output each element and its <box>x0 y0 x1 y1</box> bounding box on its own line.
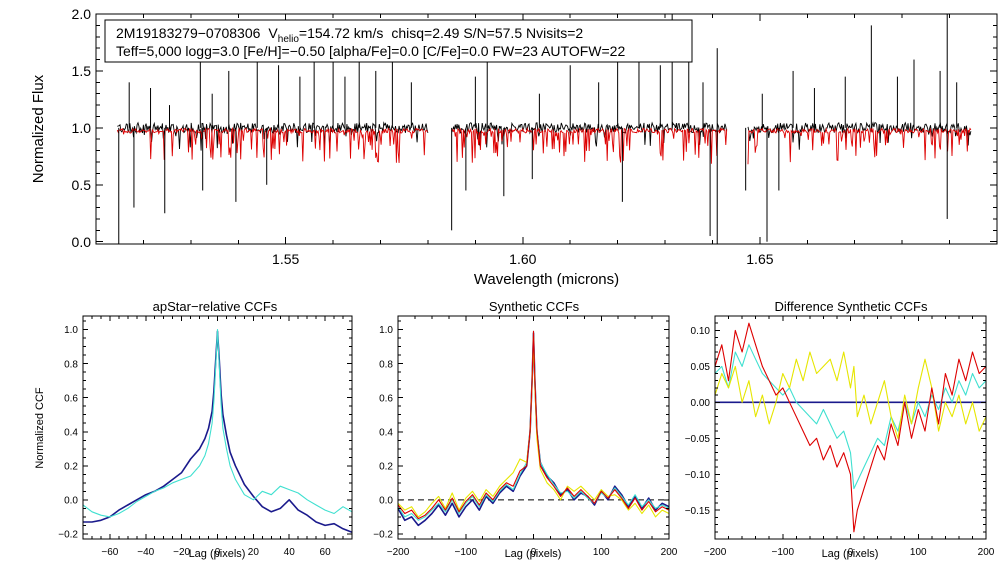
spectrum-ticks: 1.55 1.60 1.65 0.0 0.5 1.0 1.5 2.0 <box>72 6 998 267</box>
apstar-ccf-series <box>82 329 353 533</box>
spectrum-series <box>116 14 972 244</box>
apstar-ccf-title: apStar−relative CCFs <box>153 299 278 314</box>
y-tick-label: 0.0 <box>72 234 92 250</box>
synthetic-ccf-x-label: Lag (pixels) <box>505 548 562 560</box>
model-spectrum-segment <box>747 127 972 165</box>
y-tick-label: 0.8 <box>64 359 78 370</box>
info-box: 2M19183279−0708306 Vhelio=154.72 km/s chis… <box>104 19 693 63</box>
x-tick-label: −100 <box>454 547 477 558</box>
difference-ccf-panel: Difference Synthetic CCFs −200 −100 0 100 20… <box>685 299 995 560</box>
synthetic-ccf-ticks: −200 −100 0 100 200 −0.2 0.0 0.2 0.4 0.6 0.8 1.0 <box>373 316 678 558</box>
ccf-series-synthetic-yellow <box>397 335 670 518</box>
ccf-series-synthetic-red <box>397 330 670 520</box>
ccf-series-diff-red <box>714 322 987 533</box>
y-tick-label: 0.0 <box>64 495 78 506</box>
x-tick-label: −20 <box>173 547 190 558</box>
spectrum-frame <box>95 13 998 245</box>
apstar-ccf-frame <box>82 315 353 540</box>
apstar-ccf-y-label: Normalized CCF <box>34 387 46 469</box>
x-tick-label: 100 <box>593 547 610 558</box>
y-tick-label: 0.05 <box>691 362 711 373</box>
x-tick-label: −200 <box>387 547 410 558</box>
difference-ccf-frame <box>714 315 987 540</box>
model-spectrum-segment <box>116 126 428 163</box>
y-tick-label: 0.8 <box>379 359 393 370</box>
x-tick-label: 200 <box>661 547 678 558</box>
ccf-series-diff-cyan <box>714 344 987 490</box>
x-tick-label: 200 <box>978 547 995 558</box>
y-tick-label: 0.00 <box>691 398 711 409</box>
spectrum-panel: 1.55 1.60 1.65 0.0 0.5 1.0 1.5 2.0 2M19183279−0… <box>30 6 998 288</box>
x-tick-label: −100 <box>771 547 794 558</box>
x-tick-label: 1.65 <box>746 251 773 267</box>
y-tick-label: 1.0 <box>72 120 92 136</box>
x-tick-label: 0 <box>848 547 854 558</box>
synthetic-ccf-panel: Synthetic CCFs −200 −100 0 100 200 −0.2 0.0 0.2… <box>373 299 678 560</box>
x-tick-label: −40 <box>137 547 154 558</box>
star-id: 2M19183279−0708306 <box>116 25 261 41</box>
x-tick-label: 60 <box>320 547 332 558</box>
difference-ccf-ticks: −200 −100 0 100 200 −0.15 −0.10 −0.05 0.00 0.05 0.… <box>685 315 995 558</box>
y-tick-label: −0.05 <box>685 434 711 445</box>
synthetic-ccf-series <box>397 330 670 527</box>
y-tick-label: 0.0 <box>379 495 393 506</box>
y-tick-label: 1.0 <box>64 325 78 336</box>
y-tick-label: 0.6 <box>379 393 393 404</box>
x-tick-label: −200 <box>704 547 727 558</box>
ccf-series-visit <box>82 329 353 518</box>
spectrum-x-label: Wavelength (microns) <box>474 271 619 288</box>
difference-ccf-title: Difference Synthetic CCFs <box>775 299 928 314</box>
vhelio-value: =154.72 km/s <box>299 25 383 41</box>
y-tick-label: 2.0 <box>72 6 92 22</box>
y-tick-label: −0.2 <box>373 529 393 540</box>
y-tick-label: 0.2 <box>64 461 78 472</box>
info-line-1: 2M19183279−0708306 Vhelio=154.72 km/s chis… <box>116 25 583 45</box>
x-tick-label: 20 <box>248 547 260 558</box>
x-tick-label: 0 <box>531 547 537 558</box>
y-tick-label: 0.4 <box>64 427 78 438</box>
info-stats: chisq=2.49 S/N=57.5 Nvisits=2 <box>391 25 583 41</box>
x-tick-label: 1.60 <box>509 251 536 267</box>
y-tick-label: −0.15 <box>685 506 711 517</box>
ccf-series-diff-yellow <box>714 351 987 439</box>
y-tick-label: −0.10 <box>685 470 711 481</box>
y-tick-label: 0.4 <box>379 427 393 438</box>
apstar-ccf-ticks: −60 −40 −20 0 20 40 60 −0.2 0.0 0.2 0.4 0.6 0.8 1.0 <box>58 316 353 558</box>
observed-spectrum-segment <box>117 121 429 151</box>
info-box-frame <box>104 19 693 63</box>
y-tick-label: 0.2 <box>379 461 393 472</box>
apstar-ccf-x-label: Lag (pixels) <box>189 548 246 560</box>
x-tick-label: 100 <box>910 547 927 558</box>
observed-spectrum-segment <box>451 121 728 148</box>
y-tick-label: 1.5 <box>72 63 92 79</box>
difference-ccf-x-label: Lag (pixels) <box>822 548 879 560</box>
y-tick-label: 0.5 <box>72 177 92 193</box>
synthetic-ccf-title: Synthetic CCFs <box>489 299 580 314</box>
y-tick-label: 0.10 <box>691 326 711 337</box>
spectrum-y-label: Normalized Flux <box>30 74 47 183</box>
y-tick-label: 1.0 <box>379 325 393 336</box>
x-tick-label: −60 <box>101 547 118 558</box>
vhelio-subscript: helio <box>278 34 300 45</box>
x-tick-label: 0 <box>215 547 221 558</box>
y-tick-label: −0.2 <box>58 529 78 540</box>
y-tick-label: 0.6 <box>64 393 78 404</box>
vhelio-label: V <box>268 25 278 41</box>
difference-ccf-series <box>714 322 987 533</box>
info-line-2: Teff=5,000 logg=3.0 [Fe/H]=−0.50 [alpha/… <box>116 43 625 59</box>
apstar-ccf-panel: apStar−relative CCFs −60 −40 −20 0 20 40 60 −0.… <box>34 299 353 560</box>
x-tick-label: 40 <box>284 547 296 558</box>
x-tick-label: 1.55 <box>272 251 299 267</box>
model-spectrum-segment <box>451 126 728 164</box>
